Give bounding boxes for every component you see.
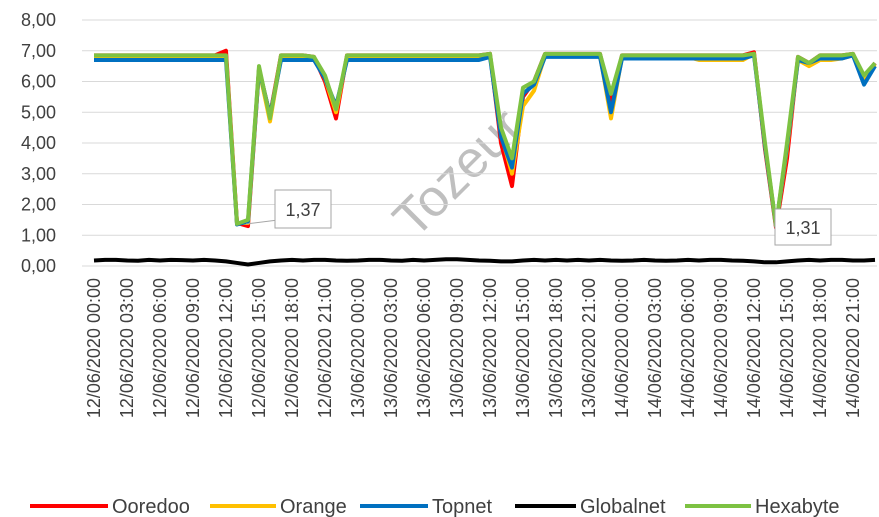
x-tick-label: 13/06/2020 03:00 — [381, 278, 401, 418]
series-line — [94, 53, 877, 229]
y-tick-label: 4,00 — [21, 133, 56, 153]
x-tick-label: 12/06/2020 00:00 — [84, 278, 104, 418]
x-tick-label: 12/06/2020 21:00 — [315, 278, 335, 418]
legend-label: Ooredoo — [112, 496, 190, 517]
x-tick-label: 13/06/2020 15:00 — [513, 278, 533, 418]
legend-label: Orange — [280, 496, 347, 517]
x-tick-label: 14/06/2020 00:00 — [612, 278, 632, 418]
x-tick-label: 13/06/2020 00:00 — [348, 278, 368, 418]
x-tick-label: 13/06/2020 06:00 — [414, 278, 434, 418]
x-tick-label: 13/06/2020 09:00 — [447, 278, 467, 418]
x-tick-label: 12/06/2020 18:00 — [282, 278, 302, 418]
x-tick-label: 14/06/2020 03:00 — [645, 278, 665, 418]
callout-box — [774, 208, 832, 246]
x-tick-label: 12/06/2020 03:00 — [117, 278, 137, 418]
y-tick-label: 7,00 — [21, 41, 56, 61]
callout-leader — [245, 219, 276, 225]
annotation: 1,31 — [785, 218, 820, 238]
series-line — [93, 257, 876, 267]
y-tick-label: 8,00 — [21, 10, 56, 30]
x-tick-label: 12/06/2020 12:00 — [216, 278, 236, 418]
x-tick-label: 14/06/2020 21:00 — [843, 278, 863, 418]
x-tick-label: 13/06/2020 21:00 — [579, 278, 599, 418]
x-tick-label: 14/06/2020 18:00 — [810, 278, 830, 418]
x-tick-label: 12/06/2020 09:00 — [183, 278, 203, 418]
y-tick-label: 1,00 — [21, 225, 56, 245]
y-tick-label: 6,00 — [21, 72, 56, 92]
x-tick-label: 13/06/2020 18:00 — [546, 278, 566, 418]
y-tick-label: 5,00 — [21, 102, 56, 122]
x-tick-label: 13/06/2020 12:00 — [480, 278, 500, 418]
legend-label: Hexabyte — [755, 496, 840, 517]
x-tick-label: 14/06/2020 06:00 — [678, 278, 698, 418]
series-line — [94, 51, 877, 228]
y-tick-label: 3,00 — [21, 164, 56, 184]
x-tick-label: 12/06/2020 15:00 — [249, 278, 269, 418]
y-tick-label: 2,00 — [21, 195, 56, 215]
annotation: 1,37 — [285, 200, 320, 220]
y-tick-label: 0,00 — [21, 256, 56, 276]
x-tick-label: 14/06/2020 09:00 — [711, 278, 731, 418]
legend-label: Globalnet — [580, 496, 666, 517]
x-tick-label: 12/06/2020 06:00 — [150, 278, 170, 418]
x-tick-label: 14/06/2020 15:00 — [777, 278, 797, 418]
legend-label: Topnet — [432, 496, 492, 517]
callout-box — [274, 189, 332, 229]
x-tick-label: 14/06/2020 12:00 — [744, 278, 764, 418]
